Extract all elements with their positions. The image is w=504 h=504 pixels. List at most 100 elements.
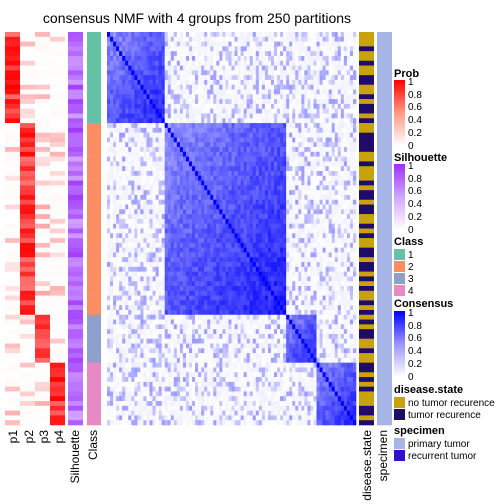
consensus-cell (110, 243, 113, 248)
consensus-cell (304, 291, 307, 296)
consensus-cell (128, 123, 131, 128)
consensus-cell (146, 190, 149, 195)
consensus-cell (219, 61, 222, 66)
consensus-cell (143, 80, 146, 85)
prob-cell (50, 315, 65, 320)
consensus-cell (238, 185, 241, 190)
consensus-cell (332, 80, 335, 85)
consensus-cell (232, 252, 235, 257)
consensus-cell (131, 176, 134, 181)
consensus-cell (238, 243, 241, 248)
consensus-cell (329, 229, 332, 234)
consensus-cell (183, 200, 186, 205)
consensus-cell (326, 166, 329, 171)
consensus-cell (253, 37, 256, 42)
consensus-cell (153, 200, 156, 205)
consensus-cell (213, 90, 216, 95)
silhouette-cell (68, 229, 83, 234)
consensus-cell (353, 272, 356, 277)
consensus-cell (295, 94, 298, 99)
consensus-cell (177, 214, 180, 219)
consensus-cell (201, 185, 204, 190)
consensus-cell (119, 85, 122, 90)
consensus-cell (165, 128, 168, 133)
consensus-cell (162, 56, 165, 61)
consensus-cell (128, 70, 131, 75)
class-cell (87, 300, 101, 305)
consensus-cell (177, 229, 180, 234)
consensus-cell (256, 219, 259, 224)
consensus-cell (353, 133, 356, 138)
consensus-cell (247, 42, 250, 47)
consensus-cell (150, 152, 153, 157)
consensus-cell (131, 286, 134, 291)
consensus-cell (122, 281, 125, 286)
consensus-cell (344, 224, 347, 229)
consensus-cell (213, 190, 216, 195)
consensus-cell (107, 123, 110, 128)
consensus-cell (156, 166, 159, 171)
consensus-cell (298, 205, 301, 210)
consensus-cell (235, 224, 238, 229)
consensus-cell (286, 51, 289, 56)
consensus-cell (171, 214, 174, 219)
consensus-cell (140, 238, 143, 243)
consensus-cell (143, 257, 146, 262)
silhouette-cell (68, 75, 83, 80)
consensus-cell (119, 137, 122, 142)
consensus-cell (320, 32, 323, 37)
class-cell (87, 315, 101, 320)
consensus-cell (162, 85, 165, 90)
consensus-cell (116, 248, 119, 253)
consensus-cell (268, 66, 271, 71)
consensus-cell (210, 272, 213, 277)
consensus-cell (283, 252, 286, 257)
consensus-cell (116, 137, 119, 142)
consensus-cell (241, 123, 244, 128)
consensus-cell (286, 157, 289, 162)
prob-cell (35, 137, 50, 142)
consensus-cell (134, 229, 137, 234)
consensus-cell (113, 248, 116, 253)
consensus-cell (159, 70, 162, 75)
class-cell (87, 372, 101, 377)
consensus-cell (335, 214, 338, 219)
consensus-cell (347, 147, 350, 152)
consensus-cell (283, 161, 286, 166)
consensus-cell (143, 190, 146, 195)
consensus-cell (298, 200, 301, 205)
consensus-cell (165, 281, 168, 286)
consensus-cell (341, 94, 344, 99)
consensus-cell (262, 171, 265, 176)
consensus-cell (307, 66, 310, 71)
consensus-cell (201, 190, 204, 195)
consensus-cell (289, 118, 292, 123)
consensus-cell (113, 99, 116, 104)
consensus-cell (247, 99, 250, 104)
consensus-cell (286, 291, 289, 296)
consensus-cell (335, 252, 338, 257)
consensus-cell (265, 200, 268, 205)
consensus-cell (350, 166, 353, 171)
consensus-cell (131, 181, 134, 186)
consensus-cell (216, 80, 219, 85)
consensus-cell (350, 123, 353, 128)
consensus-cell (304, 257, 307, 262)
consensus-cell (165, 66, 168, 71)
consensus-cell (235, 70, 238, 75)
consensus-cell (177, 123, 180, 128)
consensus-cell (134, 205, 137, 210)
consensus-cell (134, 291, 137, 296)
consensus-cell (286, 171, 289, 176)
consensus-cell (171, 181, 174, 186)
prob-cell (50, 229, 65, 234)
consensus-cell (201, 195, 204, 200)
consensus-cell (265, 243, 268, 248)
consensus-cell (156, 152, 159, 157)
consensus-cell (244, 276, 247, 281)
class-cell (87, 305, 101, 310)
consensus-cell (338, 109, 341, 114)
consensus-cell (195, 243, 198, 248)
consensus-cell (180, 94, 183, 99)
